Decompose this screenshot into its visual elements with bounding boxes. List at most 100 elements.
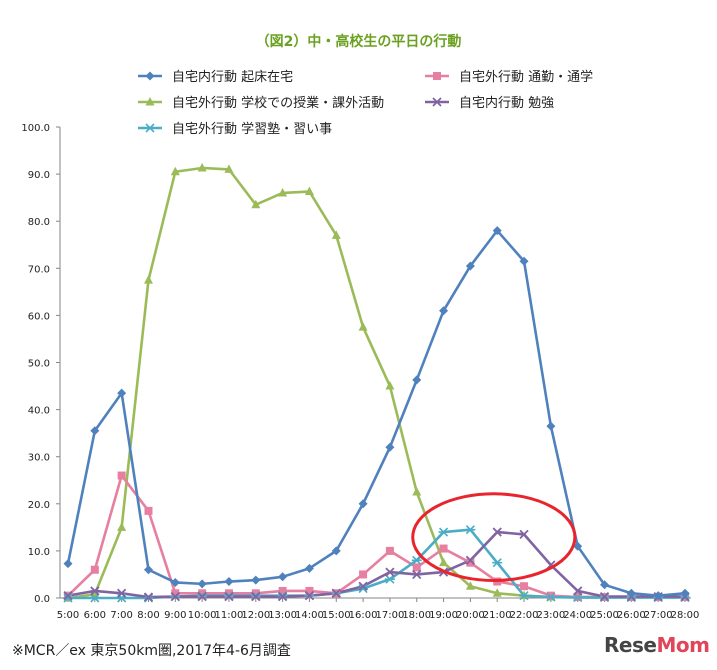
data-point (519, 256, 529, 266)
legend-label: 自宅外行動 通勤・通学 (459, 69, 593, 85)
data-point (492, 588, 502, 597)
data-point (143, 565, 153, 575)
data-point (304, 186, 314, 196)
marker-stroke (251, 591, 261, 602)
x-tick-label: 9:00 (164, 610, 186, 621)
marker-stroke (492, 527, 502, 537)
data-point (465, 581, 475, 590)
data-point (144, 506, 153, 515)
y-tick-label: 100.0 (21, 123, 50, 134)
data-point (278, 187, 288, 197)
marker-stroke (277, 591, 288, 602)
data-point (278, 572, 288, 582)
data-point (170, 166, 180, 176)
x-tick-label: 5:00 (57, 610, 79, 621)
data-point (63, 591, 73, 601)
x-tick-labels: 5:00 6:00 7:00 8:00 9:00 10:0011:0012:0013:00… (57, 610, 700, 621)
data-point (385, 381, 395, 390)
legend-marker (145, 123, 155, 133)
marker-stroke (599, 591, 610, 602)
marker-stroke (117, 588, 127, 598)
y-tick-label: 20.0 (28, 500, 50, 511)
data-point (171, 589, 180, 598)
chart-title: （図2）中・高校生の平日の行動 (255, 34, 462, 50)
data-point (251, 575, 261, 585)
data-point (143, 275, 153, 284)
series-line (67, 166, 685, 600)
data-point (359, 570, 368, 579)
data-point (251, 591, 261, 602)
data-point (358, 322, 368, 331)
data-point (465, 525, 476, 535)
x-tick-label: 24:00 (563, 610, 592, 621)
data-point (304, 591, 315, 601)
highlight-ellipse (411, 492, 577, 582)
data-point (546, 591, 555, 600)
marker-stroke (412, 569, 422, 580)
data-point (412, 563, 421, 572)
data-point (465, 261, 475, 271)
data-point (63, 559, 73, 569)
data-point (224, 591, 234, 602)
series-line (67, 530, 685, 599)
y-tick-label: 10.0 (28, 547, 50, 558)
data-point (358, 499, 368, 509)
x-tick-label: 16:00 (349, 610, 378, 621)
marker-stroke (197, 591, 207, 602)
x-tick-label: 7:00 (110, 610, 132, 621)
data-point (519, 591, 530, 601)
data-point (251, 199, 261, 209)
resemom-logo: ReseMom (604, 633, 710, 657)
legend-marker (433, 72, 441, 80)
data-point (600, 580, 610, 590)
marker-stroke (143, 592, 154, 602)
data-point (411, 555, 422, 565)
y-tick-label: 70.0 (28, 264, 50, 275)
data-point (680, 588, 690, 598)
x-tick-label: 19:00 (429, 610, 458, 621)
data-point (520, 582, 529, 591)
marker-stroke (304, 591, 315, 601)
x-tick-label: 17:00 (375, 610, 404, 621)
legend-label: 自宅内行動 起床在宅 (172, 69, 293, 85)
marker-stroke (385, 567, 395, 577)
data-point (466, 558, 475, 567)
logo-text-2: Mom (656, 633, 710, 657)
data-point (251, 589, 260, 598)
logo-text-1: Rese (604, 633, 657, 657)
x-tick-label: 6:00 (84, 610, 106, 621)
data-point (519, 529, 529, 540)
annotations (411, 492, 577, 582)
legend-label: 自宅外行動 学校での授業・課外活動 (172, 95, 384, 111)
data-point (546, 421, 556, 431)
legend-label: 自宅内行動 勉強 (459, 95, 554, 111)
x-tick-label: 8:00 (137, 610, 159, 621)
marker-stroke (90, 586, 100, 596)
data-point (573, 586, 583, 596)
legend-marker (145, 71, 155, 81)
data-point (439, 544, 448, 553)
footnote: ※MCR／ex 東京50km圏,2017年4-6月調査 (12, 643, 291, 659)
x-tick-label: 13:00 (268, 610, 297, 621)
y-tick-label: 50.0 (28, 359, 50, 370)
data-point (438, 527, 449, 537)
data-point (143, 592, 154, 602)
data-point (439, 306, 449, 316)
data-point (117, 522, 127, 531)
data-point (224, 589, 233, 598)
data-point (492, 226, 502, 236)
data-point (198, 589, 207, 598)
legend-label: 自宅外行動 学習塾・習い事 (172, 121, 332, 137)
data-point (331, 230, 341, 239)
marker-stroke (331, 588, 341, 598)
x-tick-label: 25:00 (590, 610, 619, 621)
data-point (599, 591, 610, 602)
data-point (492, 558, 503, 568)
data-point (331, 546, 341, 556)
data-point (90, 426, 100, 436)
data-point (89, 593, 100, 603)
x-tick-label: 11:00 (215, 610, 244, 621)
marker-stroke (63, 591, 73, 601)
y-tick-label: 90.0 (28, 170, 50, 181)
